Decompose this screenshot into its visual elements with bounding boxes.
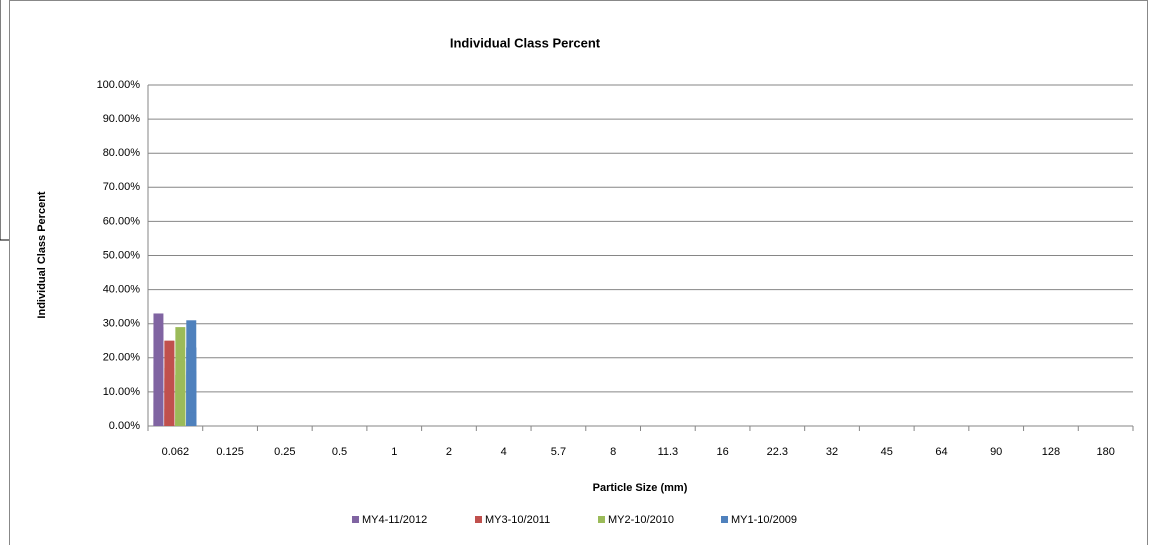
x-tick-label: 0.5 [332, 446, 347, 458]
bar [153, 313, 164, 426]
legend-label: MY2-10/2010 [608, 514, 674, 526]
x-tick-label: 22.3 [767, 446, 788, 458]
y-tick-label: 60.00% [103, 215, 141, 227]
x-tick-label: 45 [881, 446, 893, 458]
chart-title: Individual Class Percent [450, 35, 601, 50]
legend-label: MY3-10/2011 [485, 514, 550, 526]
y-axis-label: Individual Class Percent [36, 191, 48, 318]
x-tick-label: 16 [716, 446, 728, 458]
bar [175, 381, 186, 426]
sheet-edge [0, 0, 9, 241]
x-tick-label: 0.062 [162, 446, 190, 458]
bar [175, 408, 186, 426]
x-tick-label: 64 [935, 446, 947, 458]
bar [153, 402, 164, 426]
x-tick-label: 5.7 [551, 446, 566, 458]
bar [164, 415, 175, 426]
bar [186, 412, 197, 426]
chart-border [9, 0, 1148, 545]
x-tick-label: 180 [1096, 446, 1114, 458]
x-axis-label: Particle Size (mm) [593, 482, 688, 494]
y-tick-label: 0.00% [109, 420, 140, 432]
y-tick-label: 20.00% [103, 352, 141, 364]
y-tick-label: 100.00% [97, 79, 141, 91]
x-tick-label: 0.125 [216, 446, 244, 458]
x-tick-label: 4 [501, 446, 507, 458]
x-tick-label: 1 [391, 446, 397, 458]
y-tick-label: 30.00% [103, 318, 141, 330]
y-tick-label: 70.00% [103, 181, 141, 193]
x-tick-label: 2 [446, 446, 452, 458]
legend-label: MY4-11/2012 [362, 514, 427, 526]
y-tick-label: 90.00% [103, 113, 141, 125]
x-tick-label: 90 [990, 446, 1002, 458]
y-tick-label: 80.00% [103, 147, 141, 159]
bar [175, 422, 186, 426]
legend-label: MY1-10/2009 [731, 514, 797, 526]
y-tick-label: 50.00% [103, 249, 141, 261]
legend-swatch [352, 516, 359, 523]
bar [186, 422, 197, 426]
bar [186, 371, 197, 426]
x-tick-label: 8 [610, 446, 616, 458]
x-tick-label: 0.25 [274, 446, 295, 458]
y-tick-label: 40.00% [103, 284, 141, 296]
y-tick-label: 10.00% [103, 386, 141, 398]
bar [164, 388, 175, 426]
x-tick-label: 11.3 [658, 446, 679, 458]
legend-swatch [721, 516, 728, 523]
legend-swatch [598, 516, 605, 523]
legend-swatch [475, 516, 482, 523]
x-tick-label: 128 [1042, 446, 1060, 458]
bar [153, 422, 164, 426]
x-tick-label: 32 [826, 446, 838, 458]
